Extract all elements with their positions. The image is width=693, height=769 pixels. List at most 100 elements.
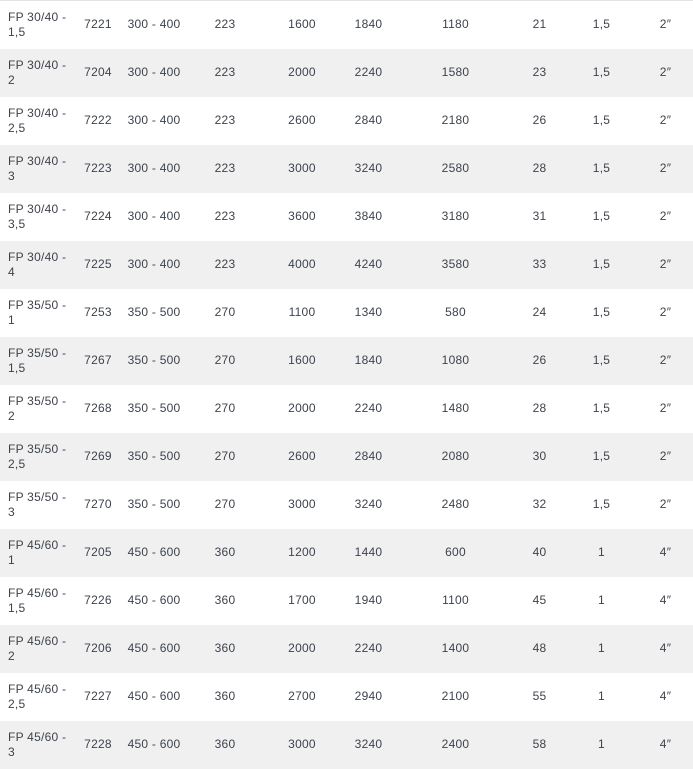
model-name: FP 45/60 - 1,5 xyxy=(8,585,67,615)
table-row: FP 30/40 - 1,5 7221 300 - 400 223 1600 1… xyxy=(0,1,693,49)
table-row: FP 30/40 - 2 7204 300 - 400 223 2000 224… xyxy=(0,48,693,97)
table-row: FP 30/40 - 3,5 7224 300 - 400 223 3600 3… xyxy=(0,193,693,241)
table-cell: 2240 xyxy=(354,641,383,655)
table-cell: 1,5 xyxy=(592,257,611,271)
table-row: FP 45/60 - 1,5 7226 450 - 600 360 1700 1… xyxy=(0,577,693,625)
table-cell: 28 xyxy=(532,161,547,175)
table-cell: 4000 xyxy=(288,257,316,271)
table-cell: 2″ xyxy=(659,161,672,175)
table-cell: 2″ xyxy=(659,65,672,79)
table-cell: 1,5 xyxy=(592,497,611,511)
table-cell: 24 xyxy=(532,305,547,319)
table-cell: 1340 xyxy=(354,305,383,319)
table-cell: 1200 xyxy=(288,545,316,559)
table-row: FP 35/50 - 3 7270 350 - 500 270 3000 324… xyxy=(0,481,693,529)
table-cell: 300 - 400 xyxy=(127,113,181,127)
table-cell: 1840 xyxy=(354,353,383,367)
model-name: FP 30/40 - 3 xyxy=(8,153,67,183)
table-cell: 1,5 xyxy=(592,17,611,32)
table-cell: 28 xyxy=(532,401,547,415)
table-cell: 7227 xyxy=(84,689,112,703)
table-cell: 450 - 600 xyxy=(127,641,181,655)
table-cell: 350 - 500 xyxy=(127,353,181,367)
table-cell: 2700 xyxy=(288,689,316,703)
table-row: FP 45/60 - 2 7206 450 - 600 360 2000 224… xyxy=(0,624,693,673)
table-cell: 4″ xyxy=(659,689,672,703)
table-cell: 300 - 400 xyxy=(127,257,181,271)
table-cell: 1700 xyxy=(288,593,316,607)
table-cell: 1,5 xyxy=(592,209,611,223)
table-cell: 2840 xyxy=(354,449,383,463)
table-cell: 2840 xyxy=(354,113,383,127)
table-cell: 2000 xyxy=(288,641,316,655)
table-cell: 350 - 500 xyxy=(127,449,181,463)
table-cell: 48 xyxy=(532,641,547,655)
model-name: FP 35/50 - 1,5 xyxy=(8,345,67,375)
table-cell: 3580 xyxy=(441,257,470,271)
table-cell: 2″ xyxy=(659,113,672,127)
table-cell: 350 - 500 xyxy=(127,305,181,319)
table-cell: 600 xyxy=(445,545,466,559)
table-cell: 7224 xyxy=(84,209,112,223)
table-cell: 7221 xyxy=(84,17,112,32)
table-cell: 2580 xyxy=(441,161,470,175)
table-cell: 360 xyxy=(214,737,236,751)
table-cell: 33 xyxy=(532,257,547,271)
table-cell: 450 - 600 xyxy=(127,737,181,751)
table-cell: 4″ xyxy=(659,545,672,559)
table-cell: 1,5 xyxy=(592,401,611,415)
table-cell: 2080 xyxy=(441,449,470,463)
table-cell: 1180 xyxy=(442,17,469,32)
table-cell: 2″ xyxy=(659,449,672,463)
table-cell: 1100 xyxy=(288,305,316,319)
table-cell: 7204 xyxy=(84,65,112,79)
model-name: FP 30/40 - 4 xyxy=(8,249,67,279)
table-cell: 580 xyxy=(445,305,466,319)
table-cell: 2180 xyxy=(441,113,470,127)
model-name: FP 35/50 - 3 xyxy=(8,489,67,519)
table-cell: 7268 xyxy=(84,401,112,415)
table-cell: 350 - 500 xyxy=(127,401,181,415)
table-cell: 1,5 xyxy=(592,449,611,463)
model-name: FP 35/50 - 1 xyxy=(8,297,67,327)
model-name: FP 30/40 - 2 xyxy=(8,57,67,87)
table-cell: 3240 xyxy=(354,161,383,175)
table-cell: 2240 xyxy=(354,401,383,415)
table-cell: 300 - 400 xyxy=(127,17,181,32)
table-cell: 3600 xyxy=(288,209,316,223)
table-cell: 7205 xyxy=(84,545,112,559)
table-cell: 1600 xyxy=(288,353,316,367)
table-cell: 4″ xyxy=(659,737,672,751)
table-row: FP 45/60 - 2,5 7227 450 - 600 360 2700 2… xyxy=(0,673,693,721)
table-cell: 2″ xyxy=(659,257,672,271)
table-cell: 4″ xyxy=(659,593,672,607)
table-cell: 7225 xyxy=(84,257,112,271)
table-cell: 2″ xyxy=(659,209,672,223)
table-cell: 270 xyxy=(214,449,236,463)
table-cell: 1600 xyxy=(288,17,316,32)
table-cell: 1100 xyxy=(442,593,469,607)
table-cell: 2480 xyxy=(441,497,470,511)
table-cell: 1840 xyxy=(354,17,383,32)
table-row: FP 35/50 - 2 7268 350 - 500 270 2000 224… xyxy=(0,385,693,433)
table-cell: 2″ xyxy=(659,305,672,319)
table-cell: 3240 xyxy=(354,497,383,511)
table-cell: 45 xyxy=(532,593,547,607)
table-cell: 1 xyxy=(598,545,605,559)
table-row: FP 35/50 - 2,5 7269 350 - 500 270 2600 2… xyxy=(0,432,693,481)
table-cell: 3000 xyxy=(288,497,316,511)
table-cell: 32 xyxy=(532,497,547,511)
table-cell: 2940 xyxy=(354,689,383,703)
table-row: FP 45/60 - 1 7205 450 - 600 360 1200 144… xyxy=(0,528,693,577)
table-cell: 2000 xyxy=(288,65,316,79)
table-row: FP 30/40 - 2,5 7222 300 - 400 223 2600 2… xyxy=(0,97,693,145)
table-cell: 1 xyxy=(598,689,605,703)
table-cell: 2100 xyxy=(441,689,470,703)
table-cell: 7270 xyxy=(84,497,112,511)
table-cell: 7226 xyxy=(84,593,112,607)
table-cell: 23 xyxy=(532,65,547,79)
table-row: FP 30/40 - 3 7223 300 - 400 223 3000 324… xyxy=(0,144,693,193)
table-cell: 223 xyxy=(214,161,236,175)
table-cell: 300 - 400 xyxy=(127,161,181,175)
